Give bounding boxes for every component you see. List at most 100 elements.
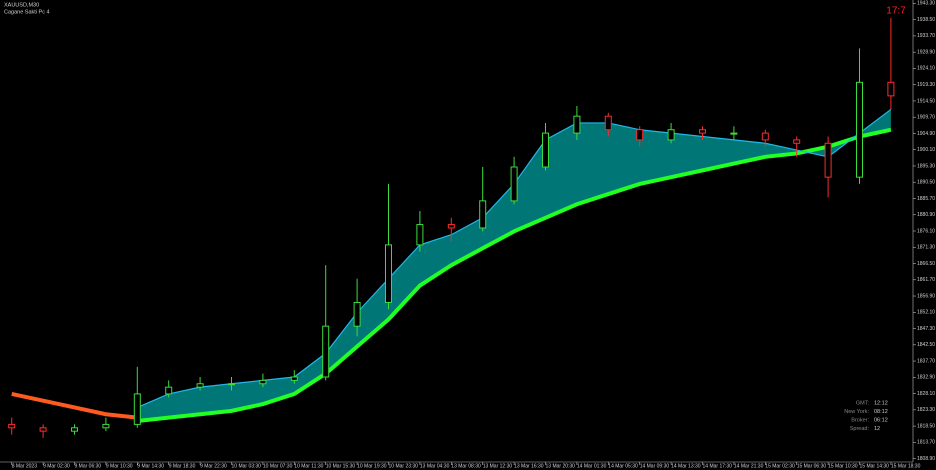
y-tick-label: 1943.30 xyxy=(917,1,935,7)
y-tick-label: 1856.90 xyxy=(917,293,935,299)
info-value: 06:12 xyxy=(874,417,888,423)
candle-body xyxy=(604,115,612,131)
candle-body xyxy=(259,379,267,385)
x-tick-label: 10 Mar 19:30 xyxy=(357,463,387,469)
candle-body xyxy=(416,224,424,246)
y-tick-label: 1919.30 xyxy=(917,82,935,88)
y-tick-label: 1909.70 xyxy=(917,115,935,121)
candle-body xyxy=(667,129,675,141)
x-tick-label: 9 Mar 22:30 xyxy=(200,463,227,469)
y-tick-label: 1832.90 xyxy=(917,375,935,381)
x-tick-label: 13 Mar 12:30 xyxy=(483,463,513,469)
candle-body xyxy=(165,386,173,395)
x-tick-label: 9 Mar 02:30 xyxy=(43,463,70,469)
candle-body xyxy=(290,376,298,381)
x-tick-label: 14 Mar 09:30 xyxy=(640,463,670,469)
y-tick-label: 1866.50 xyxy=(917,261,935,267)
info-label: GMT: xyxy=(856,400,870,406)
x-tick-label: 15 Mar 18:30 xyxy=(891,463,921,469)
y-tick-label: 1876.10 xyxy=(917,228,935,234)
x-tick-label: 9 Mar 14:30 xyxy=(137,463,164,469)
candle-body xyxy=(133,393,141,425)
y-tick-label: 1823.30 xyxy=(917,407,935,413)
y-tick-label: 1813.70 xyxy=(917,440,935,446)
candle-body xyxy=(887,81,895,97)
chart-title: XAUUSD,M30 xyxy=(4,2,39,8)
info-value: 12 xyxy=(874,426,880,432)
candle-body xyxy=(856,81,863,178)
x-tick-label: 8 Mar 2023 xyxy=(12,463,38,469)
y-tick-label: 1871.30 xyxy=(917,245,935,251)
candle-body xyxy=(8,423,16,429)
y-tick-label: 1928.90 xyxy=(917,49,935,55)
info-value: 12:12 xyxy=(874,400,888,406)
info-label: New York: xyxy=(844,409,869,415)
candle-body xyxy=(102,423,110,429)
x-tick-label: 14 Mar 01:30 xyxy=(577,463,607,469)
candle-body xyxy=(510,166,518,202)
candle-body xyxy=(39,427,47,432)
candle-body xyxy=(447,224,455,229)
candle-body xyxy=(636,129,644,141)
x-tick-label: 9 Mar 06:30 xyxy=(75,463,102,469)
y-tick-label: 1842.50 xyxy=(917,342,935,348)
candle-body xyxy=(699,129,706,134)
y-tick-label: 1808.90 xyxy=(917,456,935,462)
indicator-name: Cagane Sakti Pc 4 xyxy=(4,9,50,15)
y-tick-label: 1890.50 xyxy=(917,180,935,186)
y-tick-label: 1914.50 xyxy=(917,98,935,104)
band-fill xyxy=(137,109,891,422)
y-tick-label: 1847.30 xyxy=(917,326,935,332)
indicator-line xyxy=(11,391,138,420)
x-tick-label: 14 Mar 05:30 xyxy=(608,463,638,469)
y-tick-label: 1924.10 xyxy=(917,66,935,72)
y-tick-label: 1938.50 xyxy=(917,17,935,23)
y-tick-label: 1900.10 xyxy=(917,147,935,153)
x-tick-label: 10 Mar 15:30 xyxy=(326,463,356,469)
candle-body xyxy=(824,142,832,178)
y-tick-label: 1852.10 xyxy=(917,310,935,316)
x-tick-label: 14 Mar 17:30 xyxy=(703,463,733,469)
candle-body xyxy=(761,132,769,141)
candle-body xyxy=(385,244,392,303)
info-label: Spread: xyxy=(850,426,870,432)
x-tick-label: 9 Mar 18:30 xyxy=(169,463,196,469)
x-tick-label: 10 Mar 07:30 xyxy=(263,463,293,469)
x-tick-label: 15 Mar 14:30 xyxy=(860,463,890,469)
x-tick-label: 10 Mar 11:30 xyxy=(294,463,323,469)
y-tick-label: 1895.30 xyxy=(917,163,935,169)
candle-body xyxy=(196,383,204,388)
y-tick-label: 1880.90 xyxy=(917,212,935,218)
y-tick-label: 1885.70 xyxy=(917,196,935,202)
y-tick-label: 1933.70 xyxy=(917,33,935,39)
y-tick-label: 1904.90 xyxy=(917,131,935,137)
candle-body xyxy=(322,325,330,378)
y-tick-label: 1837.70 xyxy=(917,358,935,364)
y-tick-label: 1818.50 xyxy=(917,423,935,429)
x-tick-label: 15 Mar 06:30 xyxy=(797,463,827,469)
candle-body xyxy=(542,132,549,168)
x-tick-label: 10 Mar 23:30 xyxy=(389,463,419,469)
candle-body xyxy=(730,132,738,135)
y-tick-label: 1828.10 xyxy=(917,391,935,397)
info-label: Broker: xyxy=(851,417,869,423)
x-tick-label: 13 Mar 08:30 xyxy=(451,463,481,469)
clock: 17:7 xyxy=(886,6,906,17)
info-value: 08:12 xyxy=(874,409,888,415)
x-tick-label: 15 Mar 02:30 xyxy=(765,463,795,469)
x-tick-label: 15 Mar 10:30 xyxy=(828,463,858,469)
candle-body xyxy=(353,301,361,327)
x-tick-label: 13 Mar 04:30 xyxy=(420,463,450,469)
x-tick-label: 14 Mar 13:30 xyxy=(671,463,701,469)
indicator-line xyxy=(137,127,892,424)
x-tick-label: 10 Mar 03:30 xyxy=(232,463,262,469)
x-tick-label: 13 Mar 20:30 xyxy=(546,463,576,469)
candle-body xyxy=(228,383,235,386)
x-tick-label: 13 Mar 16:30 xyxy=(514,463,544,469)
candle-body xyxy=(793,139,801,144)
candle-body xyxy=(479,200,487,229)
x-tick-label: 14 Mar 21:30 xyxy=(734,463,764,469)
candle-body xyxy=(573,115,581,134)
candle-body xyxy=(71,427,78,432)
